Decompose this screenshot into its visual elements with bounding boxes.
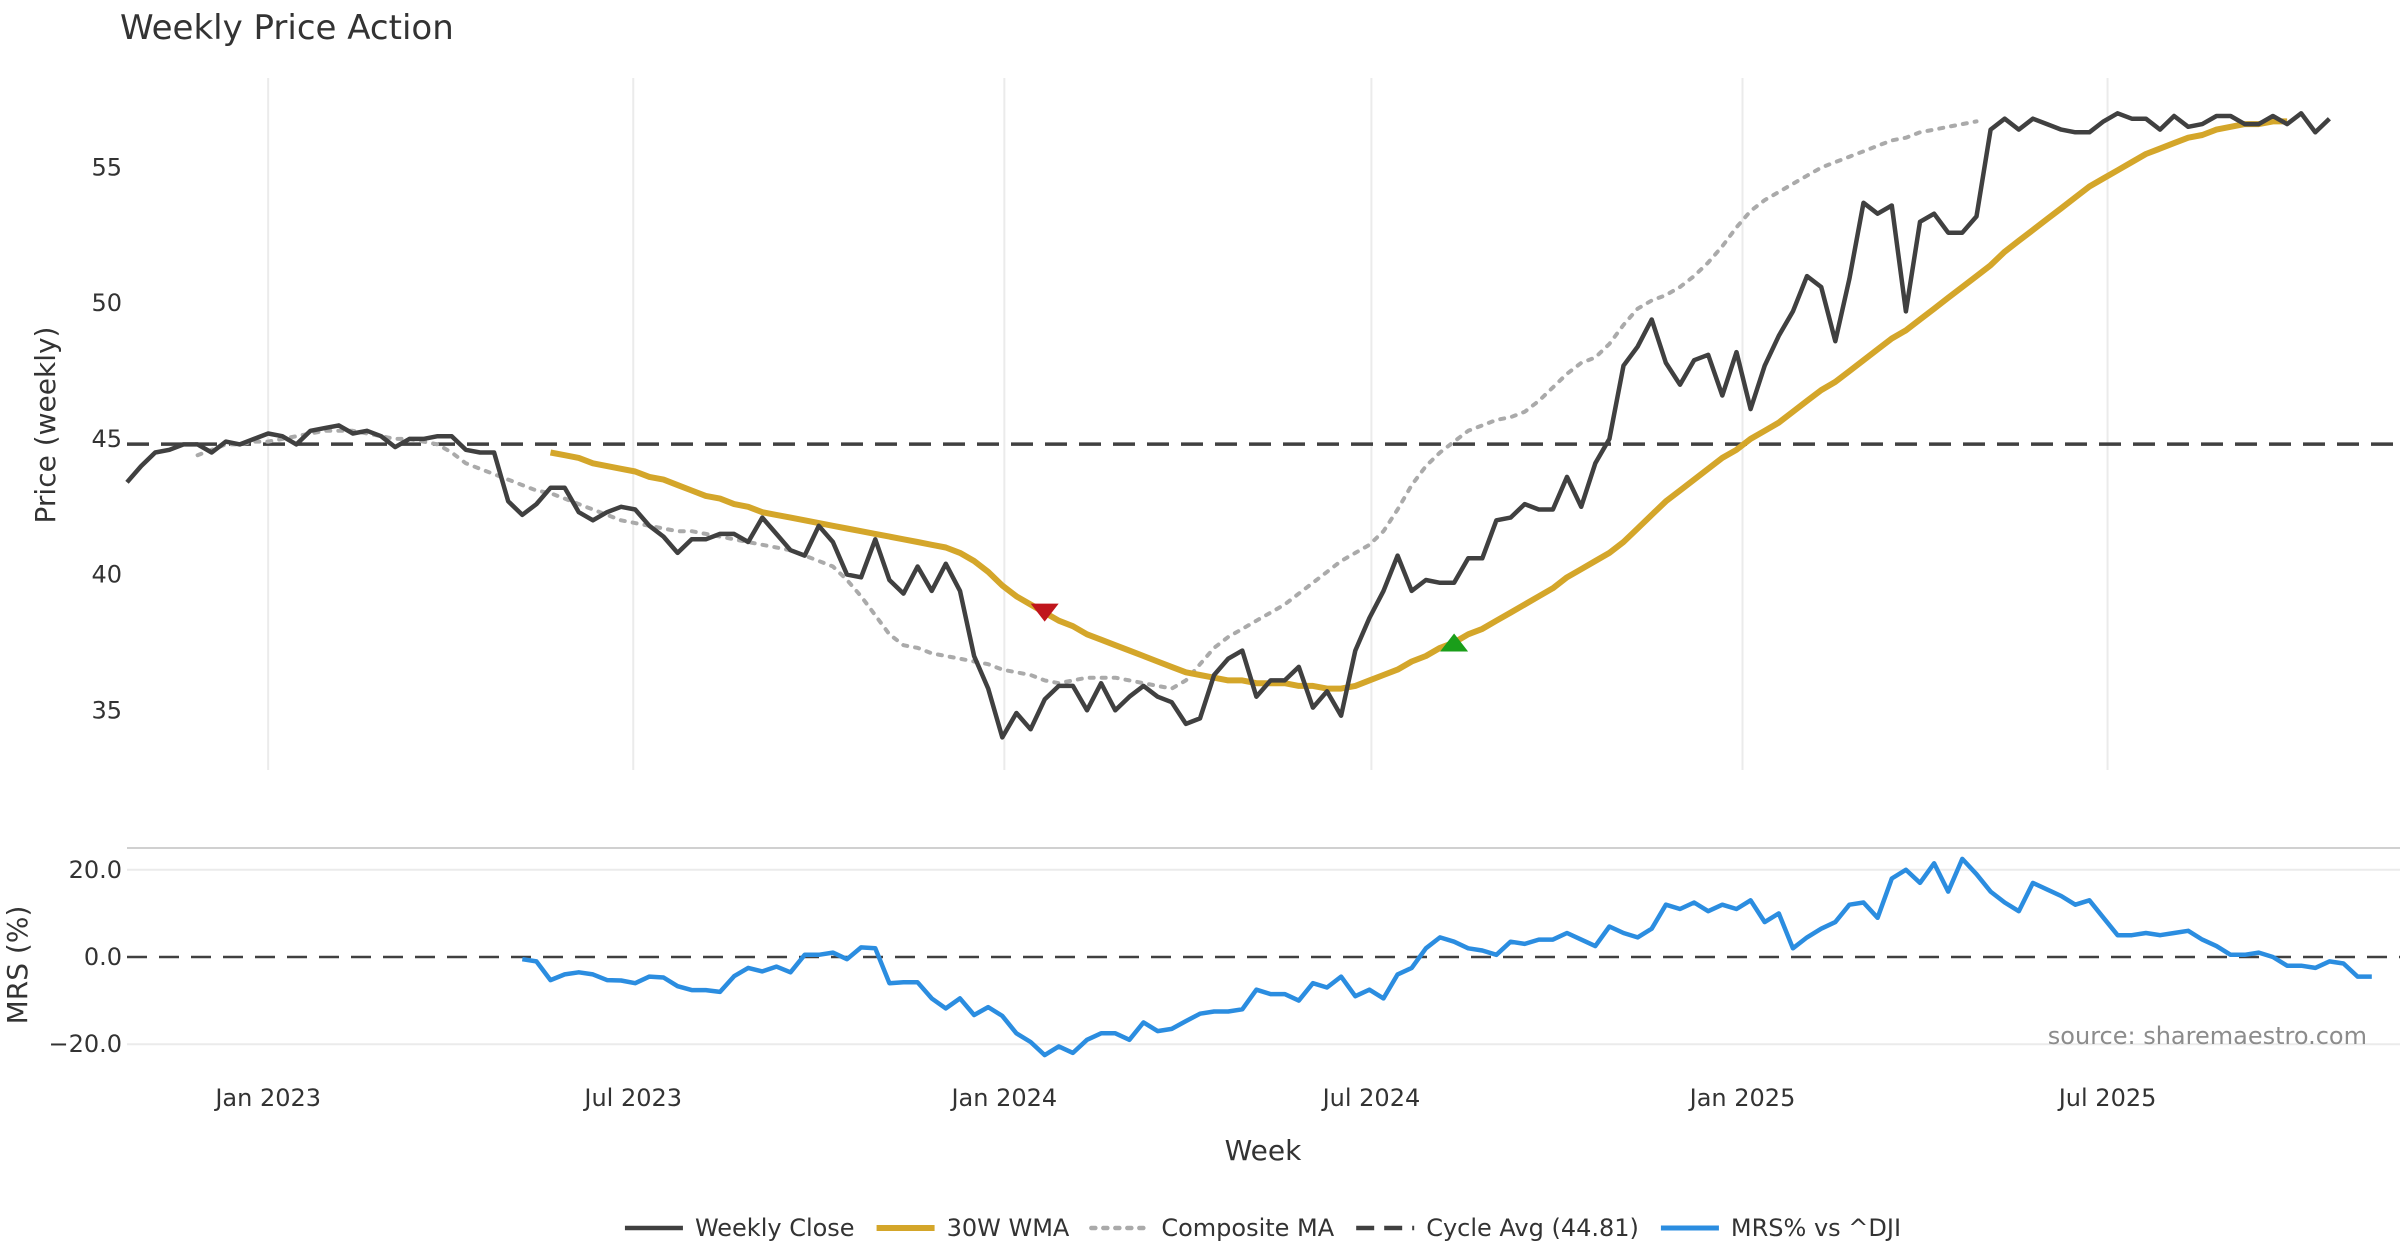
mrs-y-tick-0: 0.0 [84,943,122,971]
mrs-series-group [521,856,2372,1058]
weekly-close-line [125,111,2331,740]
x-tick-jan-2024: Jan 2024 [949,1084,1057,1112]
price-y-axis-label: Price (weekly) [29,327,62,524]
price-y-tick-labels: 35 40 45 50 55 [91,154,122,725]
legend-label-weekly-close: Weekly Close [695,1214,855,1242]
x-tick-jul-2025: Jul 2025 [2057,1084,2157,1112]
x-tick-labels: Jan 2023 Jul 2023 Jan 2024 Jul 2024 Jan 2025… [213,1084,2156,1112]
x-tick-jul-2023: Jul 2023 [582,1084,682,1112]
buy-signal-marker [1440,633,1469,652]
legend-label-composite-ma: Composite MA [1161,1214,1334,1242]
price-y-tick-55: 55 [91,154,122,182]
price-y-tick-50: 50 [91,289,122,317]
x-tick-jul-2024: Jul 2024 [1321,1084,1421,1112]
signal-markers [1030,603,1469,652]
price-gridlines [267,78,2109,770]
legend-label-cycle-avg-44-81: Cycle Avg (44.81) [1426,1214,1639,1242]
mrs-y-tick-20: −20.0 [48,1030,122,1058]
mrs-y-tick-20: 20.0 [69,856,122,884]
x-tick-jan-2025: Jan 2025 [1688,1084,1796,1112]
30w-wma-line [549,118,2288,692]
x-tick-jan-2023: Jan 2023 [213,1084,321,1112]
sell-signal-marker [1030,603,1059,622]
mrs-y-tick-labels: 20.0 0.0 −20.0 [48,856,122,1058]
price-y-tick-40: 40 [91,561,122,589]
source-annotation: source: sharemaestro.com [2048,1022,2367,1050]
mrs-vs-dji-line [521,856,2372,1058]
chart-title: Weekly Price Action [120,8,454,48]
legend-label-mrs-vs-dji: MRS% vs ^DJI [1731,1214,1901,1242]
composite-ma-line [195,119,1979,691]
price-series-group [125,111,2331,740]
mrs-gridlines [127,868,2400,1046]
x-axis-label: Week [1225,1134,1302,1167]
legend-label-30w-wma: 30W WMA [947,1214,1070,1242]
price-y-tick-45: 45 [91,425,122,453]
legend: Weekly Close 30W WMA Composite MA Cycle Avg… [624,1214,1901,1242]
price-y-tick-35: 35 [91,696,122,724]
mrs-y-axis-label: MRS (%) [1,906,34,1025]
